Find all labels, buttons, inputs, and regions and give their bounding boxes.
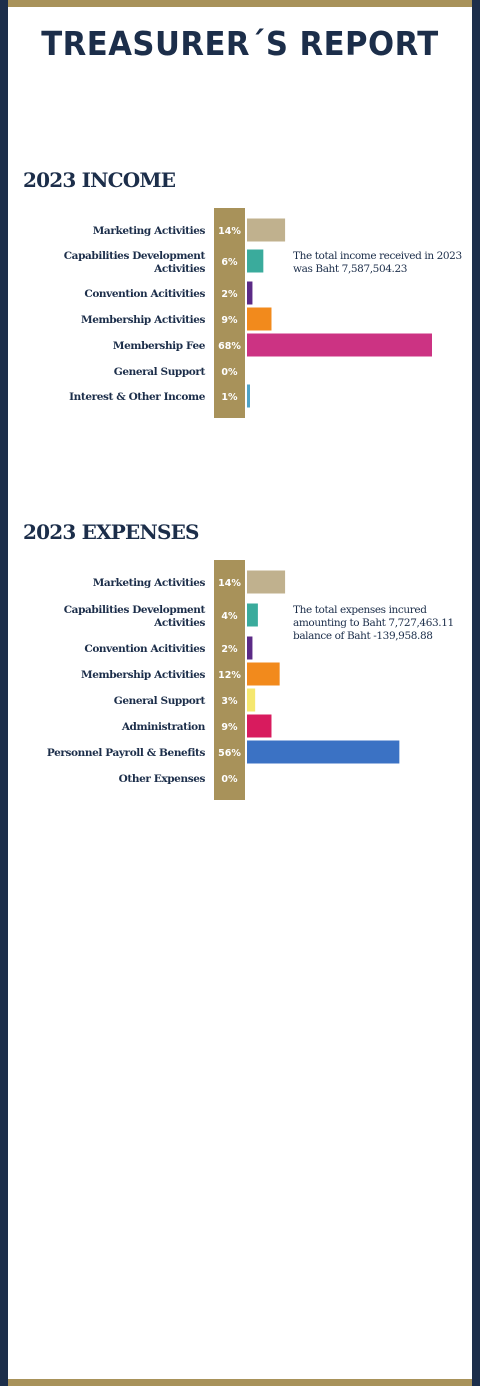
income-category-label: General Support [114, 366, 206, 378]
top-border [0, 0, 480, 7]
expenses-value-label: 9% [221, 722, 238, 733]
expenses-chart: Marketing Activities 14% Capabilities Deve… [47, 560, 400, 800]
income-total-note: The total income received in 2023 was Ba… [293, 250, 462, 275]
expenses-bar [247, 714, 272, 738]
expenses-value-label: 3% [221, 696, 238, 707]
expenses-percent-column [214, 560, 245, 800]
income-bar [247, 218, 286, 242]
income-value-label: 68% [218, 341, 241, 352]
left-border [0, 0, 8, 1386]
expenses-bar [247, 570, 286, 594]
bottom-border [0, 1379, 480, 1386]
expenses-bar [247, 662, 280, 686]
expenses-category-label: Personnel Payroll & Benefits [47, 747, 206, 759]
income-section: 2023 INCOME Marketing Activities 14% Capab… [0, 168, 480, 428]
income-value-label: 1% [221, 392, 238, 403]
expenses-value-label: 0% [221, 774, 238, 785]
income-bar [247, 249, 264, 273]
income-value-label: 0% [221, 367, 238, 378]
income-category-label: Convention Acitivities [84, 288, 205, 300]
income-bar [247, 307, 272, 331]
income-value-label: 14% [218, 226, 241, 237]
income-bar [247, 281, 253, 305]
income-percent-column [214, 208, 245, 418]
expenses-value-label: 12% [218, 670, 241, 681]
expenses-category-label: Other Expenses [119, 773, 206, 785]
income-category-label: Membership Activities [81, 314, 205, 326]
expenses-bar [247, 740, 400, 764]
expenses-total-note: The total expenses incured amounting to … [293, 604, 454, 642]
expenses-category-label: Capabilities Development Activities [64, 604, 206, 629]
income-value-label: 6% [221, 257, 238, 268]
expenses-value-label: 14% [218, 578, 241, 589]
expenses-category-label: General Support [114, 695, 206, 707]
expenses-value-label: 4% [221, 611, 238, 622]
income-chart: Marketing Activities 14% Capabilities Deve… [64, 208, 432, 418]
expenses-value-label: 2% [221, 644, 238, 655]
expenses-heading: 2023 EXPENSES [23, 520, 199, 544]
expenses-bar [247, 603, 258, 627]
income-heading: 2023 INCOME [23, 168, 176, 192]
income-category-label: Membership Fee [113, 340, 206, 352]
income-value-label: 2% [221, 289, 238, 300]
expenses-bar [247, 636, 253, 660]
expenses-category-label: Convention Acitivities [84, 643, 205, 655]
income-category-label: Marketing Activities [93, 225, 206, 237]
expenses-category-label: Membership Activities [81, 669, 205, 681]
income-category-label: Capabilities Development Activities [64, 250, 206, 275]
expenses-category-label: Marketing Activities [93, 577, 206, 589]
page-title: TREASURER´S REPORT [41, 24, 439, 63]
expenses-section: 2023 EXPENSES Marketing Activities 14% Cap… [0, 520, 480, 810]
income-value-label: 9% [221, 315, 238, 326]
right-border [472, 0, 480, 1386]
income-category-label: Interest & Other Income [69, 391, 206, 403]
income-bar [247, 384, 250, 408]
expenses-category-label: Administration [121, 721, 206, 733]
expenses-bar [247, 688, 256, 712]
expenses-value-label: 56% [218, 748, 241, 759]
income-bar [247, 333, 432, 357]
